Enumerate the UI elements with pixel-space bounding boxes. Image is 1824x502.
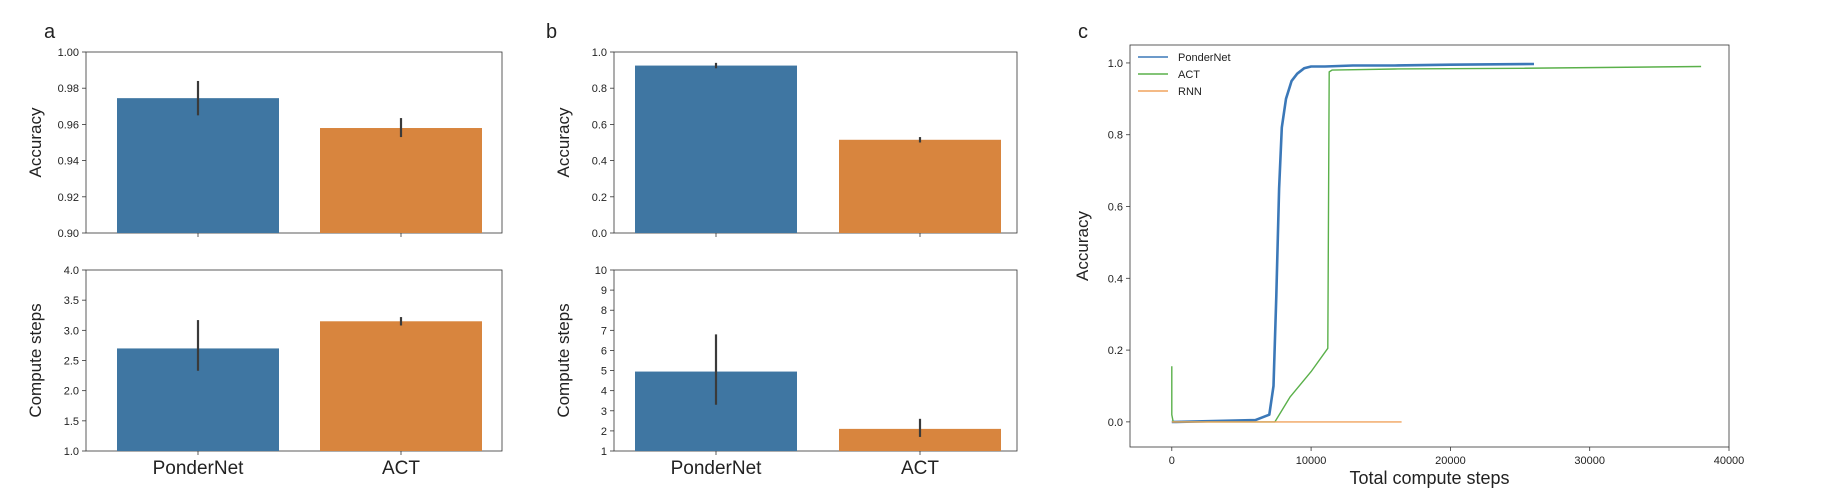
y-axis-label: Accuracy [26, 107, 45, 177]
bar-act [839, 139, 1001, 233]
y-tick-label: 9 [601, 285, 607, 297]
y-tick-label: 6 [601, 345, 607, 357]
y-tick-label: 3.0 [64, 325, 79, 337]
chart-b-accuracy: 0.0 0.2 0.4 0.6 0.8 1.0 Accuracy [554, 47, 1018, 240]
chart-b-compute-steps: 1 2 3 4 5 6 7 8 9 10 Compute steps PonderNet ACT [554, 265, 1018, 479]
x-tick-label: 40000 [1714, 455, 1745, 467]
plot-frame [85, 51, 503, 234]
y-axis-label: Compute steps [554, 303, 573, 417]
y-tick-label: 1.0 [592, 47, 607, 59]
bar-act [320, 321, 482, 451]
y-tick-label: 0.98 [58, 83, 79, 95]
x-category-label: ACT [901, 458, 939, 479]
y-tick-label: 1 [601, 446, 607, 458]
legend-label-act: ACT [1178, 69, 1200, 81]
y-tick-label: 1.00 [58, 47, 79, 59]
bar-pondernet [635, 65, 797, 233]
panel-labels: a b c [44, 21, 1088, 43]
y-tick-label: 0.94 [58, 156, 79, 168]
y-tick-label: 7 [601, 325, 607, 337]
y-tick-label: 0.0 [1108, 417, 1123, 429]
y-tick-label: 0.92 [58, 192, 79, 204]
legend-label-pondernet: PonderNet [1178, 52, 1231, 64]
y-tick-label: 2.5 [64, 356, 79, 368]
y-tick-label: 10 [595, 265, 607, 277]
y-tick-label: 2 [601, 426, 607, 438]
y-tick-label: 0.96 [58, 119, 79, 131]
y-tick-label: 0.90 [58, 228, 79, 240]
x-category-label: ACT [382, 458, 420, 479]
chart-a-compute-steps: 1.0 1.5 2.0 2.5 3.0 3.5 4.0 Compute steps Ponder… [26, 265, 503, 479]
y-tick-label: 0.2 [592, 192, 607, 204]
plot-frame [613, 269, 1018, 452]
y-tick-label: 1.5 [64, 416, 79, 428]
panel-label-c: c [1078, 21, 1088, 43]
chart-c-accuracy-vs-compute: 0.0 0.2 0.4 0.6 0.8 1.0 0 10000 20000 30000 40000 T… [1073, 44, 1745, 488]
x-category-label: PonderNet [671, 458, 763, 479]
y-tick-label: 0.4 [592, 156, 607, 168]
y-tick-label: 3.5 [64, 295, 79, 307]
x-tick-label: 10000 [1296, 455, 1327, 467]
x-tick-label: 20000 [1435, 455, 1466, 467]
y-tick-label: 4.0 [64, 265, 79, 277]
x-axis-label: Total compute steps [1349, 468, 1509, 488]
y-tick-label: 4 [601, 386, 607, 398]
y-axis-label: Compute steps [26, 303, 45, 417]
x-tick-label: 0 [1169, 455, 1175, 467]
y-tick-label: 0.6 [1108, 202, 1123, 214]
y-tick-label: 0.8 [1108, 130, 1123, 142]
y-tick-label: 3 [601, 406, 607, 418]
y-tick-label: 8 [601, 305, 607, 317]
series-line-act [1171, 65, 1702, 423]
plot-frame [1129, 44, 1730, 448]
panel-label-b: b [546, 21, 557, 43]
bar-act [320, 128, 482, 233]
y-tick-label: 2.0 [64, 386, 79, 398]
x-category-label: PonderNet [153, 458, 245, 479]
y-tick-label: 0.6 [592, 119, 607, 131]
y-tick-label: 1.0 [1108, 58, 1123, 70]
plot-frame [613, 51, 1018, 234]
panel-label-a: a [44, 21, 56, 43]
series-line-pondernet [1171, 62, 1535, 424]
y-tick-label: 0.8 [592, 83, 607, 95]
y-tick-label: 5 [601, 366, 607, 378]
x-tick-label: 30000 [1574, 455, 1605, 467]
bar-act [839, 428, 1001, 451]
y-axis-label: Accuracy [1073, 211, 1092, 281]
y-tick-label: 1.0 [64, 446, 79, 458]
y-tick-label: 0.2 [1108, 345, 1123, 357]
legend-label-rnn: RNN [1178, 86, 1202, 98]
chart-a-accuracy: 0.90 0.92 0.94 0.96 0.98 1.00 Accuracy [26, 47, 503, 240]
bar-pondernet [117, 98, 279, 233]
y-axis-label: Accuracy [554, 107, 573, 177]
y-tick-label: 0.4 [1108, 273, 1123, 285]
y-tick-label: 0.0 [592, 228, 607, 240]
